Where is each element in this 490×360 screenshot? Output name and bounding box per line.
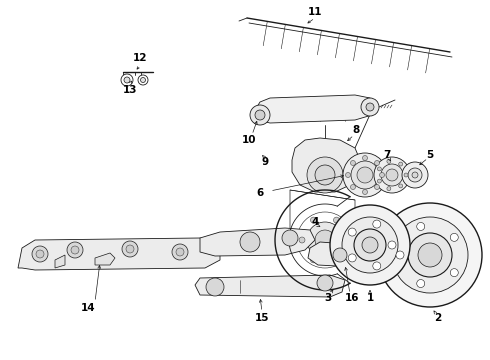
Polygon shape <box>55 255 65 268</box>
Circle shape <box>396 251 404 259</box>
Circle shape <box>172 244 188 260</box>
Circle shape <box>450 233 458 241</box>
Polygon shape <box>200 228 315 256</box>
Circle shape <box>345 172 350 177</box>
Text: 14: 14 <box>81 303 96 313</box>
Circle shape <box>399 184 403 188</box>
Circle shape <box>311 217 317 223</box>
Circle shape <box>141 77 146 82</box>
Text: 4: 4 <box>311 217 318 227</box>
Circle shape <box>374 185 380 189</box>
Circle shape <box>386 169 398 181</box>
Text: 13: 13 <box>123 85 137 95</box>
Circle shape <box>334 257 340 263</box>
Circle shape <box>357 167 373 183</box>
Circle shape <box>388 241 396 249</box>
Circle shape <box>206 278 224 296</box>
Circle shape <box>374 161 380 166</box>
Circle shape <box>450 269 458 276</box>
Circle shape <box>387 186 391 191</box>
Circle shape <box>418 243 442 267</box>
Circle shape <box>366 103 374 111</box>
Circle shape <box>334 217 340 223</box>
Circle shape <box>379 172 385 177</box>
Circle shape <box>363 156 368 161</box>
Circle shape <box>377 179 381 183</box>
Circle shape <box>399 162 403 166</box>
Text: 12: 12 <box>133 53 147 63</box>
Circle shape <box>408 233 452 277</box>
Circle shape <box>255 110 265 120</box>
Circle shape <box>333 248 347 262</box>
Circle shape <box>374 157 410 193</box>
Circle shape <box>381 164 403 186</box>
Circle shape <box>416 279 425 288</box>
Circle shape <box>378 203 482 307</box>
Text: 5: 5 <box>426 150 434 160</box>
Circle shape <box>408 168 422 182</box>
Circle shape <box>412 172 418 178</box>
Circle shape <box>404 173 408 177</box>
Polygon shape <box>195 275 345 297</box>
Circle shape <box>348 254 356 262</box>
Circle shape <box>348 228 356 236</box>
Circle shape <box>240 232 260 252</box>
Circle shape <box>121 74 133 86</box>
Circle shape <box>402 162 428 188</box>
Circle shape <box>392 217 468 293</box>
Circle shape <box>317 275 333 291</box>
Text: 10: 10 <box>242 135 256 145</box>
Circle shape <box>361 98 379 116</box>
Text: 16: 16 <box>345 293 359 303</box>
Text: 8: 8 <box>352 125 360 135</box>
Circle shape <box>377 167 381 171</box>
Text: 7: 7 <box>383 150 391 160</box>
Circle shape <box>282 230 298 246</box>
Circle shape <box>350 185 355 189</box>
Circle shape <box>124 77 130 83</box>
Circle shape <box>67 242 83 258</box>
Circle shape <box>307 222 343 258</box>
Circle shape <box>342 217 398 273</box>
Circle shape <box>373 262 381 270</box>
Circle shape <box>71 246 79 254</box>
Polygon shape <box>18 238 220 270</box>
Circle shape <box>307 157 343 193</box>
Circle shape <box>250 105 270 125</box>
Text: 15: 15 <box>255 313 269 323</box>
Circle shape <box>299 237 305 243</box>
Circle shape <box>32 246 48 262</box>
Circle shape <box>373 220 381 228</box>
Circle shape <box>315 165 335 185</box>
Circle shape <box>138 75 148 85</box>
Polygon shape <box>255 95 375 123</box>
Circle shape <box>345 237 351 243</box>
Circle shape <box>387 159 391 163</box>
Circle shape <box>36 250 44 258</box>
Circle shape <box>354 229 386 261</box>
Circle shape <box>350 161 355 166</box>
Circle shape <box>351 161 379 189</box>
Circle shape <box>122 241 138 257</box>
Text: 2: 2 <box>434 313 441 323</box>
Circle shape <box>126 245 134 253</box>
Text: 3: 3 <box>324 293 332 303</box>
Circle shape <box>416 222 425 230</box>
Polygon shape <box>308 242 370 267</box>
Circle shape <box>311 257 317 263</box>
Circle shape <box>330 205 410 285</box>
Circle shape <box>363 189 368 194</box>
Circle shape <box>362 237 378 253</box>
Text: 1: 1 <box>367 293 374 303</box>
Circle shape <box>176 248 184 256</box>
Text: 11: 11 <box>308 7 322 17</box>
Polygon shape <box>95 253 115 265</box>
Circle shape <box>343 153 387 197</box>
Polygon shape <box>292 138 360 192</box>
Circle shape <box>315 230 335 250</box>
Text: 9: 9 <box>262 157 269 167</box>
Text: 6: 6 <box>256 188 264 198</box>
